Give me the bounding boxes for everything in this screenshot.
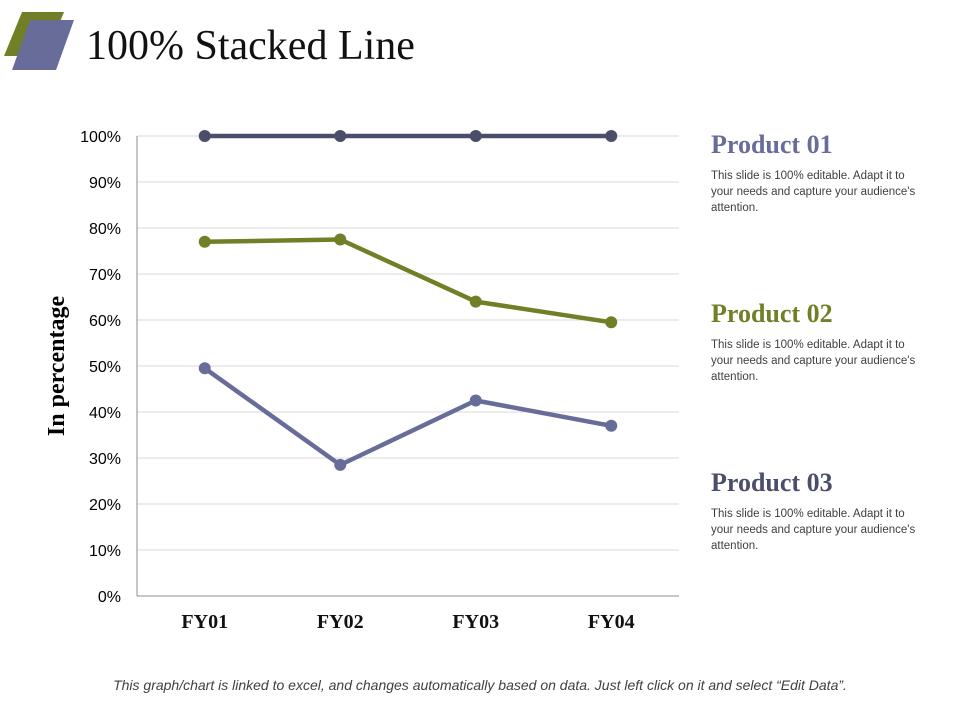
- legend-description-product-03: This slide is 100% editable. Adapt it to…: [711, 508, 916, 552]
- data-point: [198, 235, 211, 248]
- legend-product-02: Product 02 This slide is 100% editable. …: [711, 299, 916, 385]
- y-tick-label: 30%: [89, 451, 121, 468]
- y-tick-label: 80%: [89, 221, 121, 238]
- legend-product-03: Product 03 This slide is 100% editable. …: [711, 468, 916, 554]
- y-tick-label: 10%: [89, 543, 121, 560]
- data-point: [334, 458, 347, 471]
- data-point: [605, 316, 618, 329]
- data-point: [605, 419, 618, 432]
- x-tick-label: FY03: [452, 611, 499, 633]
- data-point: [469, 130, 482, 142]
- legend-description-product-02: This slide is 100% editable. Adapt it to…: [711, 339, 916, 383]
- page-title: 100% Stacked Line: [86, 23, 415, 69]
- x-tick-label: FY02: [317, 611, 364, 633]
- legend-title-product-03: Product 03: [711, 468, 833, 497]
- y-tick-label: 100%: [80, 129, 121, 146]
- data-point: [198, 130, 211, 142]
- y-tick-label: 60%: [89, 313, 121, 330]
- y-tick-label: 90%: [89, 175, 121, 192]
- data-point: [334, 233, 347, 246]
- y-tick-label: 70%: [89, 267, 121, 284]
- y-tick-label: 50%: [89, 359, 121, 376]
- y-tick-label: 20%: [89, 497, 121, 514]
- x-tick-label: FY01: [181, 611, 228, 633]
- y-tick-label: 0%: [98, 589, 121, 606]
- data-point: [469, 295, 482, 308]
- logo-front-shape: [12, 20, 74, 70]
- logo-icon: [4, 12, 74, 70]
- legend-title-product-01: Product 01: [711, 130, 833, 159]
- x-tick-label: FY04: [588, 611, 635, 633]
- data-point: [334, 130, 347, 142]
- data-point: [469, 394, 482, 407]
- y-axis-title: In percentage: [44, 296, 70, 437]
- data-point: [198, 362, 211, 375]
- y-tick-label: 40%: [89, 405, 121, 422]
- data-point: [605, 130, 618, 142]
- series-line: [202, 237, 614, 325]
- series-line: [202, 366, 614, 468]
- footer-note: This graph/chart is linked to excel, and…: [113, 677, 847, 693]
- legend-description-product-01: This slide is 100% editable. Adapt it to…: [711, 170, 916, 214]
- legend-title-product-02: Product 02: [711, 299, 833, 328]
- legend-product-01: Product 01 This slide is 100% editable. …: [711, 130, 916, 216]
